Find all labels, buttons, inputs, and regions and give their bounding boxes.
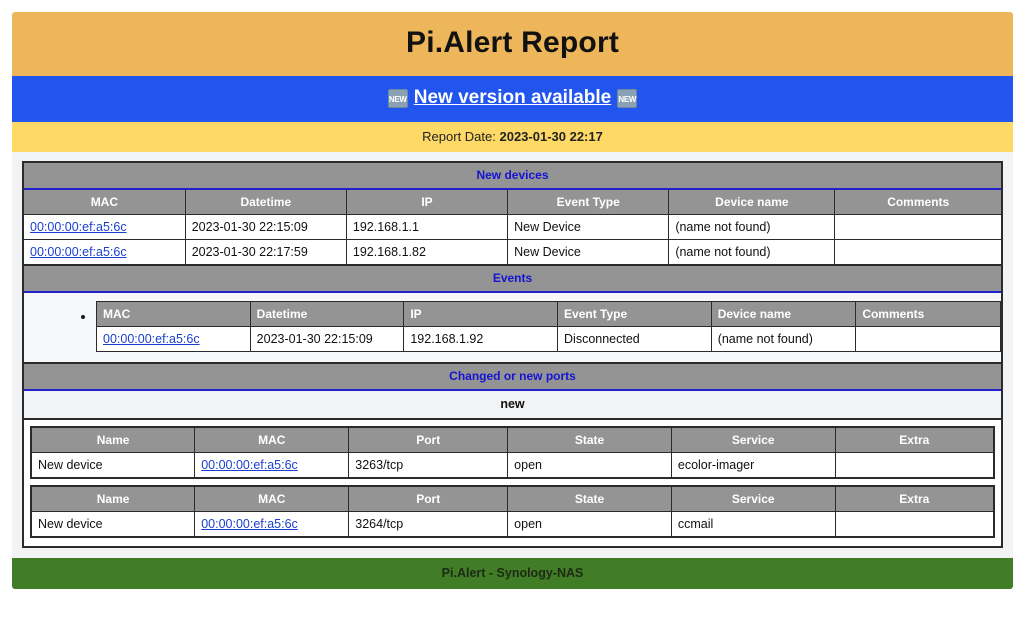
cell-comments [834, 214, 1001, 240]
cell-datetime: 2023-01-30 22:17:59 [184, 239, 347, 264]
mac-link[interactable]: 00:00:00:ef:a5:6c [30, 245, 127, 259]
cell-service: ccmail [670, 511, 836, 538]
cell-comments [855, 326, 1001, 352]
cell-datetime: 2023-01-30 22:15:09 [249, 326, 405, 352]
col-ip: IP [345, 190, 509, 215]
cell-mac: 00:00:00:ef:a5:6c [24, 214, 186, 240]
cell-event-type: Disconnected [557, 326, 712, 352]
report-date-banner: Report Date: 2023-01-30 22:17 [12, 122, 1013, 152]
cell-datetime: 2023-01-30 22:15:09 [184, 214, 347, 240]
report-title-banner: Pi.Alert Report [12, 12, 1013, 76]
report-page: Pi.Alert Report NEW New version availabl… [12, 12, 1013, 589]
col-event-type: Event Type [557, 301, 712, 327]
cell-event-type: New Device [507, 214, 670, 240]
cell-mac: 00:00:00:ef:a5:6c [24, 239, 186, 264]
col-comments: Comments [834, 190, 1001, 215]
cell-service: ecolor-imager [670, 452, 836, 479]
col-datetime: Datetime [184, 190, 347, 215]
cell-ip: 192.168.1.82 [345, 239, 509, 264]
cell-port: 3263/tcp [348, 452, 509, 479]
report-date-label: Report Date: [422, 129, 496, 144]
col-datetime: Datetime [249, 301, 405, 327]
ports-subtitle: new [24, 391, 1001, 420]
new-version-banner: NEW New version available NEW [12, 76, 1013, 122]
cell-port: 3264/tcp [348, 511, 509, 538]
cell-state: open [507, 452, 672, 479]
page-title: Pi.Alert Report [405, 26, 620, 59]
col-mac: MAC [194, 427, 350, 453]
col-state: State [507, 486, 672, 512]
section-events: Events MAC Datetime [22, 266, 1003, 364]
table-row: 00:00:00:ef:a5:6c 2023-01-30 22:15:09 19… [24, 214, 1001, 240]
col-service: Service [670, 486, 836, 512]
new-version-link-group[interactable]: NEW New version available NEW [387, 87, 638, 109]
table-header-row: Name MAC Port State Service Extra [30, 427, 995, 453]
mac-link[interactable]: 00:00:00:ef:a5:6c [103, 332, 200, 346]
section-ports: Changed or new ports new Name MAC [22, 364, 1003, 548]
new-badge-icon-left: NEW [387, 88, 408, 108]
col-device-name: Device name [710, 301, 857, 327]
col-extra: Extra [834, 486, 995, 512]
col-device-name: Device name [668, 190, 836, 215]
new-version-link[interactable]: New version available [413, 87, 612, 108]
cell-device-name: (name not found) [668, 239, 836, 264]
ports-table-1: Name MAC Port State Service Extra New de… [30, 426, 995, 479]
col-ip: IP [403, 301, 559, 327]
table-row: New device 00:00:00:ef:a5:6c 3264/tcp op… [30, 511, 995, 538]
section-title-ports: Changed or new ports [24, 364, 1001, 391]
mac-link[interactable]: 00:00:00:ef:a5:6c [201, 517, 298, 531]
events-table: MAC Datetime IP Event Type Device name C… [96, 301, 1001, 352]
cell-ip: 192.168.1.92 [403, 326, 559, 352]
table-header-row: MAC Datetime IP Event Type Device name C… [24, 190, 1001, 215]
section-body-new-devices: MAC Datetime IP Event Type Device name C… [24, 190, 1001, 264]
mac-link[interactable]: 00:00:00:ef:a5:6c [201, 458, 298, 472]
cell-extra [834, 452, 995, 479]
cell-mac: 00:00:00:ef:a5:6c [194, 452, 350, 479]
cell-name: New device [30, 452, 196, 479]
cell-name: New device [30, 511, 196, 538]
table-row: New device 00:00:00:ef:a5:6c 3263/tcp op… [30, 452, 995, 479]
new-badge-icon-right: NEW [617, 88, 638, 108]
col-event-type: Event Type [507, 190, 670, 215]
table-row: 00:00:00:ef:a5:6c 2023-01-30 22:17:59 19… [24, 239, 1001, 264]
ports-tables-wrap: Name MAC Port State Service Extra New de… [24, 420, 1001, 546]
report-footer: Pi.Alert - Synology-NAS [12, 558, 1013, 589]
col-name: Name [30, 486, 196, 512]
section-new-devices: New devices MAC Datetime IP Event Type D… [22, 161, 1003, 266]
cell-state: open [507, 511, 672, 538]
section-title-events: Events [24, 266, 1001, 293]
cell-mac: 00:00:00:ef:a5:6c [96, 326, 251, 352]
report-content: New devices MAC Datetime IP Event Type D… [12, 152, 1013, 558]
col-name: Name [30, 427, 196, 453]
col-port: Port [348, 486, 509, 512]
table-header-row: Name MAC Port State Service Extra [30, 486, 995, 512]
col-state: State [507, 427, 672, 453]
cell-comments [834, 239, 1001, 264]
col-mac: MAC [24, 190, 186, 215]
section-body-events: MAC Datetime IP Event Type Device name C… [24, 293, 1001, 362]
table-row: 00:00:00:ef:a5:6c 2023-01-30 22:15:09 19… [96, 326, 1001, 352]
col-service: Service [670, 427, 836, 453]
col-port: Port [348, 427, 509, 453]
col-mac: MAC [194, 486, 350, 512]
col-extra: Extra [834, 427, 995, 453]
ports-table-2: Name MAC Port State Service Extra New de… [30, 485, 995, 538]
events-list: MAC Datetime IP Event Type Device name C… [24, 301, 1001, 352]
report-date-value: 2023-01-30 22:17 [499, 129, 603, 144]
col-comments: Comments [855, 301, 1001, 327]
col-mac: MAC [96, 301, 251, 327]
list-item: MAC Datetime IP Event Type Device name C… [96, 301, 1001, 352]
table-header-row: MAC Datetime IP Event Type Device name C… [96, 301, 1001, 327]
cell-event-type: New Device [507, 239, 670, 264]
cell-mac: 00:00:00:ef:a5:6c [194, 511, 350, 538]
cell-ip: 192.168.1.1 [345, 214, 509, 240]
mac-link[interactable]: 00:00:00:ef:a5:6c [30, 220, 127, 234]
footer-text: Pi.Alert - Synology-NAS [441, 566, 584, 580]
cell-device-name: (name not found) [710, 326, 857, 352]
section-title-new-devices: New devices [24, 163, 1001, 190]
new-devices-table: MAC Datetime IP Event Type Device name C… [24, 190, 1001, 264]
cell-extra [834, 511, 995, 538]
cell-device-name: (name not found) [668, 214, 836, 240]
section-body-ports: new Name MAC Port State [24, 391, 1001, 546]
